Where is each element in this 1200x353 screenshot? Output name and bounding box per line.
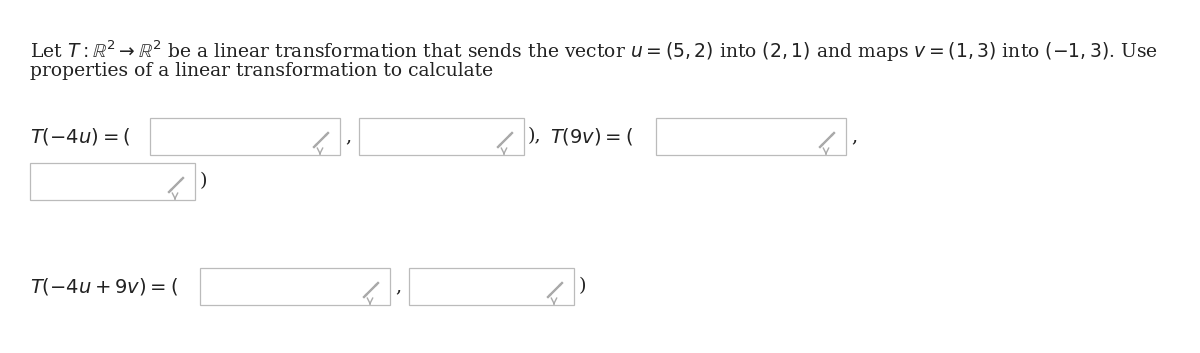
Text: ,: , — [395, 277, 401, 295]
Text: properties of a linear transformation to calculate: properties of a linear transformation to… — [30, 62, 493, 80]
Text: $T(9v) = ($: $T(9v) = ($ — [550, 126, 632, 147]
FancyBboxPatch shape — [200, 268, 390, 305]
FancyBboxPatch shape — [30, 163, 194, 200]
Text: Let $T : \mathbb{R}^2 \rightarrow \mathbb{R}^2$ be a linear transformation that : Let $T : \mathbb{R}^2 \rightarrow \mathb… — [30, 38, 1158, 64]
Text: ): ) — [580, 277, 587, 295]
FancyBboxPatch shape — [409, 268, 574, 305]
Text: ): ) — [200, 173, 208, 191]
Text: $T(-4u) = ($: $T(-4u) = ($ — [30, 126, 130, 147]
FancyBboxPatch shape — [359, 118, 524, 155]
Text: $T(-4u + 9v) = ($: $T(-4u + 9v) = ($ — [30, 276, 178, 297]
FancyBboxPatch shape — [150, 118, 340, 155]
Text: ),: ), — [528, 127, 541, 145]
FancyBboxPatch shape — [656, 118, 846, 155]
Text: ,: , — [346, 127, 352, 145]
Text: ,: , — [851, 127, 857, 145]
